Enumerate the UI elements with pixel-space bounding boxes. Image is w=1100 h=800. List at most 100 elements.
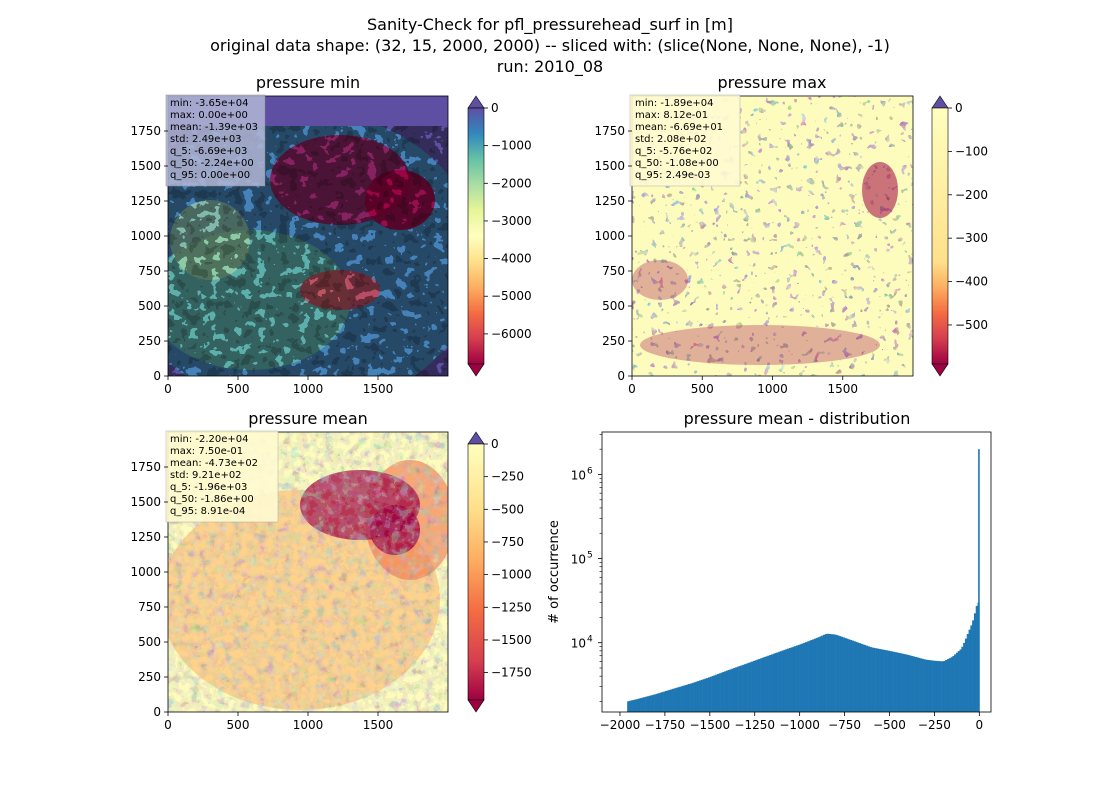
colorbar-extend-bottom	[931, 363, 949, 377]
histogram-bar	[961, 646, 964, 712]
x-tick-label: 500	[691, 382, 714, 396]
colorbar-tick-label: −2000	[491, 176, 532, 190]
stats-box: min: -3.65e+04 max: 0.00e+00 mean: -1.39…	[165, 94, 266, 187]
histogram-bar	[664, 691, 667, 712]
title-line-3: run: 2010_08	[497, 57, 603, 77]
colorbar-body	[467, 107, 485, 365]
y-tick-exponent: 6	[587, 466, 593, 476]
histogram-bar	[914, 656, 917, 712]
histogram-bar	[646, 696, 650, 712]
histogram-bar	[954, 654, 957, 712]
stats-box: min: -1.89e+04 max: 8.12e-01 mean: -6.69…	[629, 94, 741, 187]
histogram-bar	[882, 649, 885, 712]
histogram-bar	[666, 690, 669, 712]
stat-line: q_95: 2.49e-03	[635, 170, 710, 181]
histogram-bar	[677, 687, 680, 712]
histogram-bar	[641, 697, 644, 712]
histogram-bar	[851, 640, 854, 712]
stat-line: mean: -4.73e+02	[170, 458, 258, 469]
y-tick-label: 1000	[130, 565, 161, 579]
histogram-bar	[842, 637, 845, 712]
histogram-bar	[787, 648, 790, 712]
histogram-bar	[972, 620, 975, 712]
x-tick-label: 1000	[293, 382, 324, 396]
histogram-bar	[873, 647, 876, 712]
histogram-bar	[655, 693, 658, 712]
histogram-bar	[819, 636, 822, 712]
histogram-bar	[828, 633, 831, 712]
histogram-bar	[903, 654, 906, 712]
histogram-bar	[937, 661, 941, 712]
stat-line: min: -3.65e+04	[170, 98, 249, 109]
stat-line: std: 9.21e+02	[170, 470, 242, 481]
heatmap-image	[168, 96, 448, 376]
x-tick-label: 500	[227, 718, 250, 732]
histogram-bar	[783, 649, 786, 712]
colorbar-ticks: 0 −100 −200 −300 −400 −500	[948, 101, 988, 332]
histogram-bar	[797, 644, 800, 712]
histogram-bar	[796, 645, 799, 712]
y-axis-ticks: 0 250 500 750 1000 1250 1500 1750	[594, 124, 632, 383]
histogram-bar	[722, 671, 725, 712]
y-tick-label: 10	[571, 468, 586, 482]
stat-line: min: -1.89e+04	[635, 98, 714, 109]
y-axis-label: # of occurrence	[547, 520, 562, 624]
histogram-bar	[743, 664, 747, 712]
colorbar-tick-label: −750	[491, 535, 524, 549]
histogram-bar	[810, 640, 813, 712]
colorbar-tick-label: −4000	[491, 252, 532, 266]
y-tick-label: 1500	[594, 159, 625, 173]
histogram-bar	[682, 685, 685, 712]
histogram-bar	[742, 664, 745, 712]
y-tick-label: 10	[571, 553, 586, 567]
histogram-bar	[858, 643, 862, 712]
histogram-bar	[652, 694, 655, 712]
histogram-bar	[769, 655, 772, 712]
histogram-bar	[968, 629, 971, 712]
histogram-bar	[699, 680, 702, 712]
colorbar-tick-label: 0	[491, 101, 499, 115]
histogram-bar	[706, 678, 709, 712]
x-tick-label: 1000	[293, 718, 324, 732]
histogram-bar	[670, 689, 673, 712]
heatmap-field	[862, 162, 898, 218]
y-tick-label: 0	[153, 369, 161, 383]
histogram-bar	[672, 688, 675, 712]
y-axis-ticks: 0 250 500 750 1000 1250 1500 1750	[130, 124, 168, 383]
x-tick-label: 0	[164, 718, 172, 732]
histogram-bar	[815, 637, 818, 712]
stat-line: mean: -1.39e+03	[170, 122, 258, 133]
colorbar-tick-label: −100	[955, 144, 988, 158]
histogram-bar	[729, 669, 732, 712]
stat-line: q_5: -5.76e+02	[635, 146, 712, 157]
histogram-bar	[929, 660, 932, 712]
histogram-bar	[733, 668, 736, 712]
histogram-bar	[902, 653, 905, 712]
panel-distribution: pressure mean - distribution −2000 −1750−…	[547, 409, 992, 732]
x-tick-label: 1500	[363, 382, 394, 396]
stat-line: q_95: 8.91e-04	[170, 506, 245, 517]
histogram-bar	[794, 646, 797, 712]
panel-title: pressure mean - distribution	[684, 409, 911, 428]
histogram-bar	[911, 655, 914, 712]
x-axis-ticks: 0 500 1000 1500	[164, 376, 393, 396]
y-tick-label: 250	[138, 334, 161, 348]
histogram-bar	[925, 659, 928, 712]
histogram-bar	[654, 694, 657, 712]
y-tick-label: 500	[138, 635, 161, 649]
histogram-bar	[844, 638, 847, 712]
histogram-bar	[778, 651, 781, 712]
histogram-bar	[817, 637, 820, 712]
stat-line: std: 2.08e+02	[635, 134, 707, 145]
colorbar-tick-label: −6000	[491, 327, 532, 341]
histogram-bar	[792, 646, 795, 712]
histogram-bar	[760, 658, 763, 712]
histogram-bar	[948, 658, 951, 712]
histogram-bar	[955, 652, 959, 712]
colorbar-extend-top	[931, 95, 949, 109]
colorbar-tick-label: 0	[491, 437, 499, 451]
histogram-bar	[790, 647, 793, 712]
y-tick-label: 1000	[130, 229, 161, 243]
histogram-bar	[650, 695, 653, 712]
histogram-bar	[808, 640, 811, 712]
